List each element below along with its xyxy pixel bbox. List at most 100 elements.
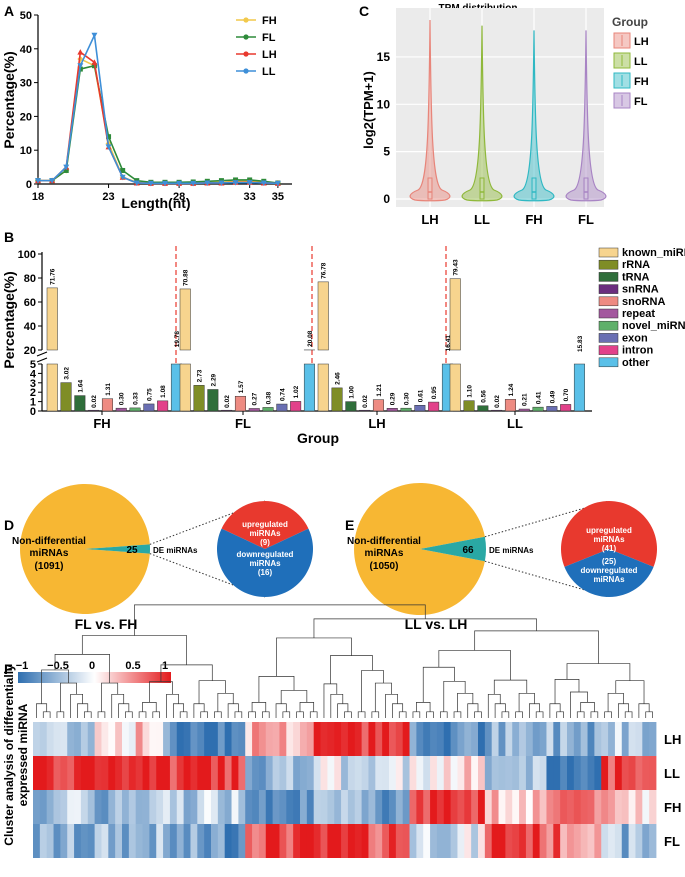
- bar-repeat: [518, 408, 530, 412]
- heatmap-cell: [395, 722, 404, 756]
- heatmap-cell: [53, 756, 61, 790]
- legend-label: LH: [634, 36, 649, 48]
- heatmap-cell: [163, 824, 171, 858]
- heatmap-cell: [149, 790, 157, 824]
- data-label: 1.21: [376, 384, 383, 397]
- heatmap-cell: [293, 722, 301, 756]
- heatmap-cell: [224, 790, 232, 824]
- dendrogram-branch: [70, 693, 83, 718]
- heatmap-cell: [238, 790, 246, 824]
- dendrogram-branch: [494, 703, 506, 718]
- heatmap-cell: [573, 722, 582, 756]
- dendrogram-branch: [457, 692, 474, 712]
- heatmap-cell: [368, 824, 376, 858]
- heatmap-cell: [347, 790, 356, 824]
- heatmap-cell: [621, 722, 630, 756]
- data-point: [232, 180, 239, 186]
- dendrogram-branch: [385, 693, 398, 718]
- dendrogram-branch: [439, 711, 448, 718]
- heatmap-cell: [580, 756, 588, 790]
- heatmap-cell: [293, 756, 301, 790]
- y-tick-label: 50: [20, 10, 32, 22]
- x-tick-label: FL: [578, 212, 594, 227]
- heatmap-cell: [457, 790, 465, 824]
- color-scale-label: 1: [162, 660, 168, 672]
- data-point: [105, 144, 112, 150]
- heatmap-cell: [642, 756, 650, 790]
- data-label: 0.02: [494, 395, 501, 408]
- heatmap-cell: [53, 790, 61, 824]
- heatmap-cell: [286, 824, 294, 858]
- data-label: 1.10: [467, 385, 474, 398]
- heatmap-cell: [272, 790, 280, 824]
- heatmap-cell: [33, 756, 41, 790]
- bar-exon: [546, 406, 558, 412]
- heatmap-cell: [204, 722, 212, 756]
- bar-intron: [428, 401, 440, 412]
- heatmap-cell: [628, 824, 636, 858]
- color-scale-bar: [18, 672, 171, 683]
- y-tick-label: 2: [30, 387, 36, 399]
- data-point: [77, 63, 84, 69]
- dendrogram-branch: [607, 692, 624, 712]
- heatmap-cell: [156, 756, 164, 790]
- heatmap-cell: [389, 790, 397, 824]
- heatmap-cell: [443, 824, 452, 858]
- bar-novel-mirna: [129, 407, 141, 412]
- heatmap-cell: [594, 824, 602, 858]
- legend-swatch: [598, 333, 619, 343]
- heatmap-cell: [149, 756, 157, 790]
- bar-known-mirna: [179, 288, 191, 351]
- dendrogram-branch: [590, 711, 599, 718]
- dendrogram-branch: [645, 711, 653, 718]
- slice-label: miRNAs: [249, 529, 281, 538]
- heatmap-cell: [245, 790, 253, 824]
- heatmap-cell: [382, 722, 390, 756]
- heatmap-cell: [204, 756, 212, 790]
- heatmap-cell: [211, 790, 219, 824]
- legend-marker: [243, 34, 249, 40]
- dendrogram-branch: [515, 711, 523, 718]
- heatmap-cell: [197, 756, 205, 790]
- pie-title: LL vs. LH: [405, 616, 468, 632]
- y-axis-label-line2: expressed miRNA: [16, 703, 30, 806]
- heatmap-cell: [519, 756, 527, 790]
- heatmap-cell: [286, 756, 294, 790]
- y-tick-label: 10: [20, 145, 32, 157]
- heatmap-cell: [163, 756, 171, 790]
- heatmap-cell: [33, 824, 41, 858]
- heatmap-cell: [128, 756, 137, 790]
- legend-title: Group: [612, 15, 648, 29]
- heatmap-cell: [614, 722, 623, 756]
- bar-repeat: [386, 408, 398, 412]
- y-tick-label: 20: [20, 111, 32, 123]
- panel-letter-a: A: [4, 3, 14, 19]
- heatmap-cell: [587, 722, 595, 756]
- heatmap-cell: [505, 722, 513, 756]
- y-tick-label: 0: [383, 192, 390, 206]
- dendrogram-branch: [217, 692, 234, 712]
- heatmap-cell: [217, 756, 226, 790]
- heatmap-cell: [587, 824, 595, 858]
- heatmap-cell: [539, 824, 547, 858]
- data-label: 0.30: [119, 392, 126, 405]
- slice-label: Non-differential: [347, 536, 421, 547]
- dendrogram-branch: [111, 693, 125, 718]
- data-label: 0.02: [362, 395, 369, 408]
- data-label: 76.78: [321, 262, 328, 279]
- slice-label: Non-differential: [12, 536, 86, 547]
- heatmap-cell: [46, 824, 54, 858]
- data-point: [246, 180, 253, 186]
- heatmap-cell: [320, 756, 328, 790]
- heatmap-cell: [313, 824, 321, 858]
- heatmap-cell: [286, 790, 294, 824]
- row-label: FL: [664, 834, 680, 849]
- heatmap-cell: [601, 722, 609, 756]
- legend-label: LH: [262, 49, 277, 61]
- heatmap-cell: [560, 790, 568, 824]
- dendrogram-branch: [570, 691, 588, 718]
- panel-letter-e: E: [345, 517, 354, 533]
- heatmap-cell: [313, 790, 321, 824]
- legend-swatch: [598, 272, 619, 282]
- dendrogram-branch: [282, 711, 291, 718]
